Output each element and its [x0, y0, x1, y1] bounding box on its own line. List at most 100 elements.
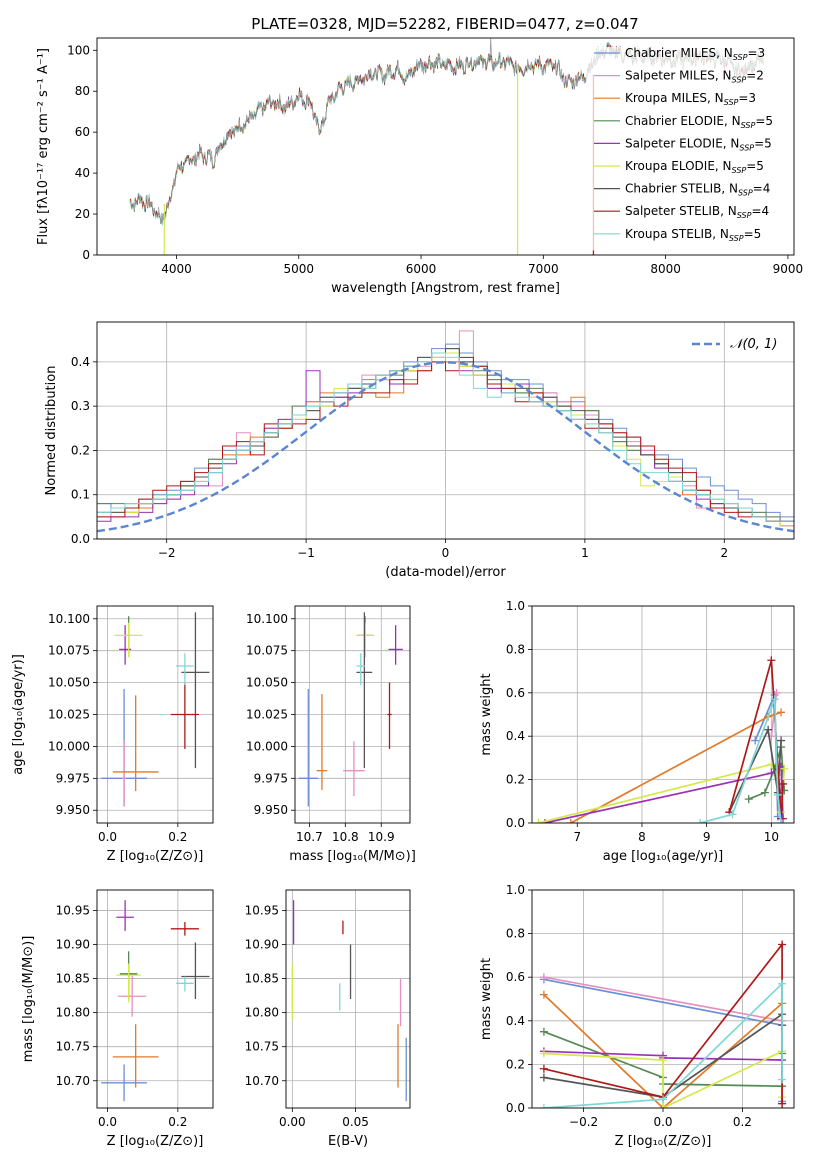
weight-line: [543, 981, 783, 1108]
axes-frame: [96, 889, 214, 1109]
weight-marker: [659, 1104, 667, 1108]
x-tick-label: 0.0: [98, 1115, 117, 1129]
axes-frame: [294, 605, 411, 824]
legend-label: Kroupa MILES, NSSP=3: [625, 91, 756, 107]
panel-mass_vs_EBV: 0.00 0.05 10.70 10.75 10.80 10.85 10.90 10.95 E(…: [245, 889, 411, 1149]
y-tick-label: 0.8: [506, 642, 525, 656]
y-tick-label: 10.050: [48, 676, 90, 690]
y-tick-label: 0.8: [506, 927, 525, 941]
x-axis-label: Z [log₁₀(Z/Z⊙)]: [615, 1134, 712, 1149]
error-bar-point: [112, 1024, 159, 1088]
plot-area: [298, 612, 403, 807]
x-tick-label: 0: [442, 546, 450, 560]
error-bar-point: [112, 695, 159, 792]
axes-frame: [531, 889, 795, 1109]
weight-line: [699, 699, 782, 823]
weight-marker: [696, 819, 705, 823]
axes-frame: [96, 37, 795, 256]
y-tick-label: 10.000: [246, 739, 288, 753]
y-tick-label: 10.70: [56, 1074, 90, 1088]
y-axis-label: mass [log₁₀(M/M⊙)]: [21, 936, 36, 1063]
figure-title: PLATE=0328, MJD=52282, FIBERID=0477, z=0…: [251, 15, 638, 33]
weight-marker: [534, 819, 543, 823]
legend-bg: [586, 227, 792, 251]
legend-label: Chabrier ELODIE, NSSP=5: [625, 114, 773, 130]
axes-frame: [96, 605, 214, 824]
panel-residual_histogram: −2 −1 0 1 2 0.0 0.1 0.2 0.3 0.4 (data-model)/error…: [44, 321, 795, 580]
error-bar-point: [181, 612, 210, 769]
weight-marker: [767, 656, 776, 665]
x-tick-label: 7000: [528, 262, 559, 276]
x-tick-label: 0.2: [168, 1115, 187, 1129]
x-tick-label: −2: [158, 546, 176, 560]
weight-marker: [539, 1027, 548, 1036]
error-bar-point: [356, 612, 373, 769]
y-tick-label: 10.95: [56, 903, 90, 917]
weight-marker: [539, 1104, 548, 1108]
x-tick-label: 4000: [161, 262, 192, 276]
x-tick-label: 0.2: [733, 1115, 752, 1129]
legend-bg: [586, 160, 792, 183]
error-bar-point: [343, 741, 365, 797]
x-tick-label: 0.0: [98, 830, 117, 844]
y-tick-label: 10.85: [56, 972, 90, 986]
plot-area: [291, 900, 407, 1102]
x-tick-label: 8: [638, 830, 646, 844]
weight-marker: [770, 695, 779, 704]
y-tick-label: 1.0: [506, 883, 525, 897]
error-bar-point: [356, 653, 366, 686]
y-tick-label: 10.100: [246, 612, 288, 626]
x-tick-label: 7: [573, 830, 581, 844]
y-tick-label: 0.2: [71, 443, 90, 457]
legend: Chabrier MILES, NSSP=3 Salpeter MILES, NS…: [586, 46, 792, 251]
error-bar-point: [118, 975, 147, 1017]
legend-label: Chabrier STELIB, NSSP=4: [625, 182, 770, 198]
x-tick-label: 8000: [650, 262, 681, 276]
weight-marker: [744, 795, 753, 804]
weight-marker: [539, 1064, 548, 1073]
axes-frame: [285, 889, 411, 1109]
panel-mass_vs_Z: 0.0 0.2 10.70 10.75 10.80 10.85 10.90 10.95 Z [l…: [21, 889, 214, 1149]
weight-marker: [777, 736, 786, 745]
x-tick-label: 0.2: [168, 830, 187, 844]
y-tick-label: 0.4: [506, 1014, 525, 1028]
y-axis-label: Normed distribution: [44, 366, 59, 496]
plot-area: [534, 656, 789, 823]
y-tick-label: 40: [75, 166, 90, 180]
legend-bg: [586, 182, 792, 206]
weight-line: [543, 993, 783, 1108]
axes-frame: [531, 605, 795, 824]
y-tick-label: 0.1: [71, 488, 90, 502]
y-tick-label: 10.90: [245, 938, 279, 952]
legend-label: Salpeter STELIB, NSSP=4: [625, 204, 769, 220]
y-tick-label: 0.6: [506, 686, 525, 700]
y-tick-label: 60: [75, 125, 90, 139]
y-tick-label: 0.4: [71, 355, 90, 369]
weight-marker: [778, 1099, 787, 1108]
y-tick-label: 10.85: [245, 972, 279, 986]
y-tick-label: 0.0: [71, 532, 90, 546]
y-tick-label: 10.75: [245, 1040, 279, 1054]
error-bar-point: [298, 688, 318, 807]
x-axis-label: E(B-V): [328, 1134, 368, 1149]
x-tick-label: 10.9: [368, 830, 395, 844]
y-tick-label: 9.950: [254, 803, 288, 817]
legend-label: Salpeter MILES, NSSP=2: [625, 69, 764, 85]
x-tick-label: 5000: [283, 262, 314, 276]
legend-bg: [586, 205, 792, 228]
weight-marker: [659, 1095, 667, 1104]
x-tick-label: 0.00: [279, 1115, 306, 1129]
weight-marker: [760, 788, 769, 797]
y-tick-label: 10.100: [48, 612, 90, 626]
y-tick-label: 1.0: [506, 599, 525, 613]
y-tick-label: 9.975: [56, 771, 90, 785]
x-axis-label: mass [log₁₀(M/M⊙)]: [289, 849, 416, 864]
y-tick-label: 10.025: [48, 708, 90, 722]
weight-marker: [539, 1073, 548, 1082]
x-axis-label: Z [log₁₀(Z/Z⊙)]: [107, 1134, 204, 1149]
legend-bg: [586, 47, 792, 70]
weight-marker: [780, 764, 789, 773]
y-tick-label: 10.075: [246, 644, 288, 658]
x-tick-label: 2: [720, 546, 728, 560]
